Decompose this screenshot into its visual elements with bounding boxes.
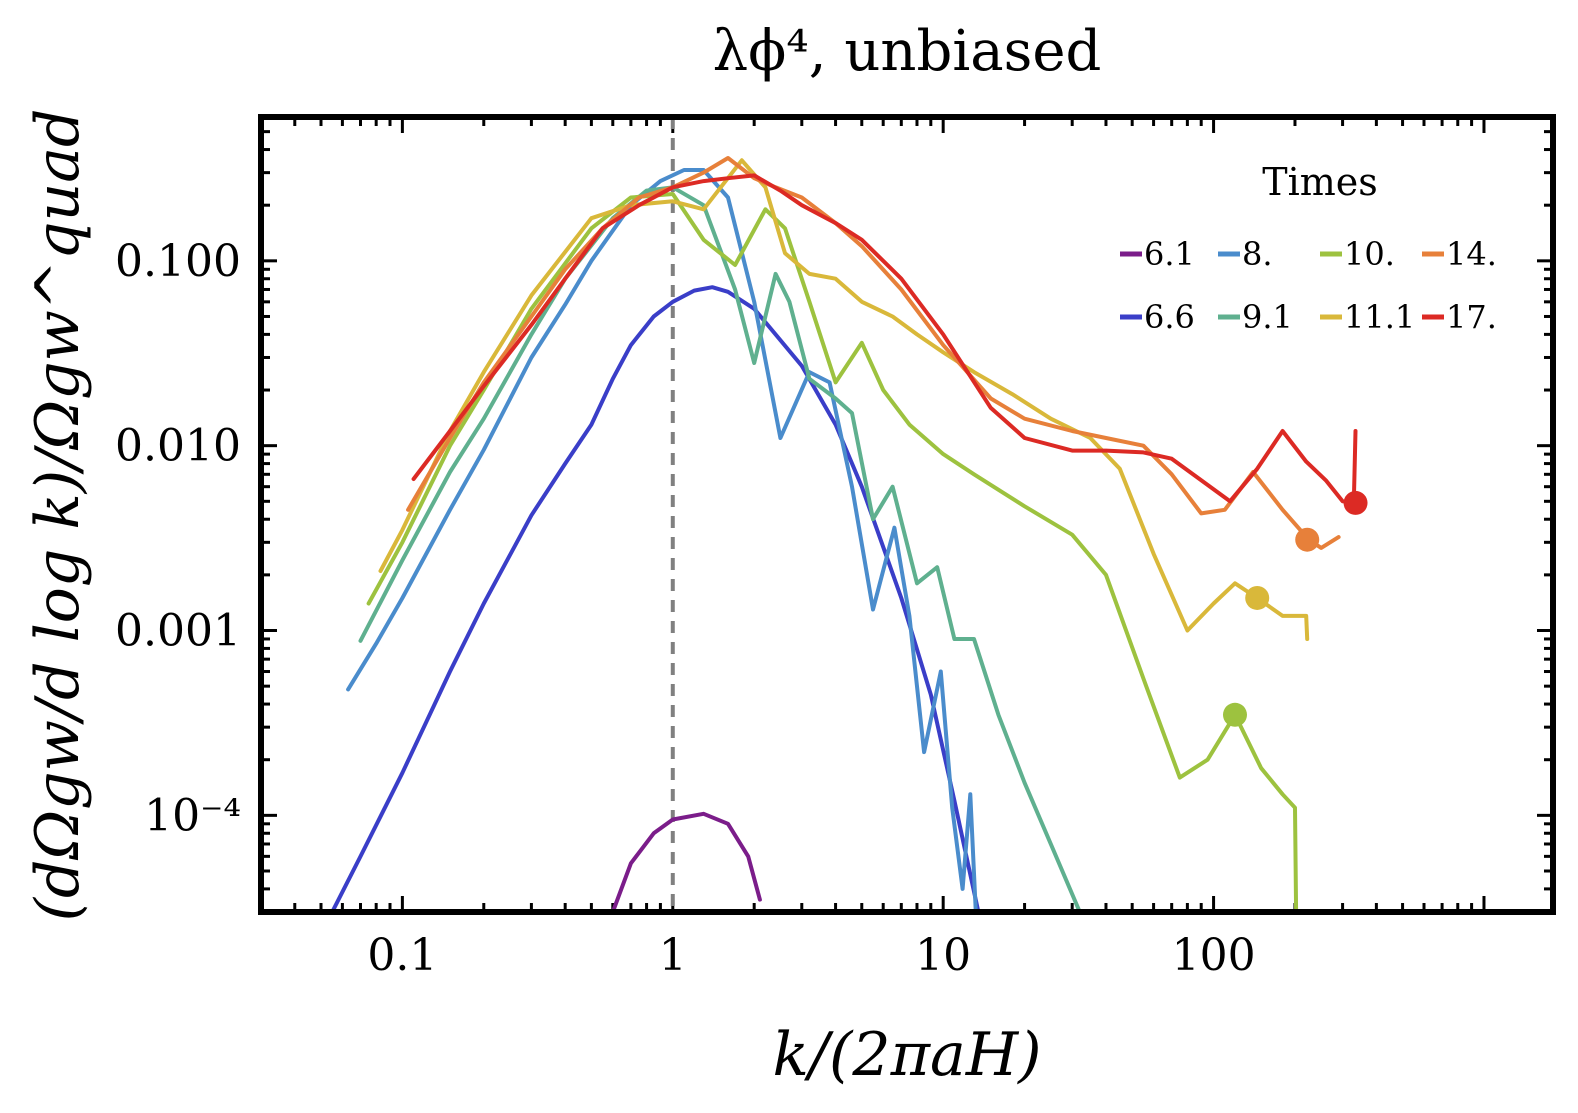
- legend-title: Times: [1262, 160, 1378, 204]
- y-tick-label: 0.010: [115, 421, 241, 472]
- series-line-6-6: [330, 285, 981, 912]
- series-end-markers: [1222, 490, 1368, 727]
- legend: Times 6.1 6.6 8. 9.1 10. 11.1 14. 17.: [1120, 160, 1497, 336]
- series-line-9-1: [358, 185, 1082, 912]
- y-tick-label: 0.001: [115, 606, 241, 657]
- plot-frame: [258, 114, 1556, 915]
- legend-label: 10.: [1344, 235, 1395, 273]
- series-lines: [330, 156, 1358, 912]
- series-line-8: [346, 168, 978, 912]
- y-axis-label: (dΩgw/d log k)/Ωgw^quad: [23, 109, 93, 922]
- x-axis-label: k/(2πaH): [772, 1020, 1041, 1090]
- legend-label: 8.: [1242, 235, 1273, 273]
- chart-title: λϕ⁴, unbiased: [713, 19, 1102, 84]
- x-tick-label: 0.1: [367, 930, 437, 981]
- series-line-17: [411, 173, 1358, 505]
- legend-label: 17.: [1446, 298, 1497, 336]
- series-line-10: [366, 192, 1299, 912]
- axis-tick-labels: 0.1 1 10 100 0.100 0.010 0.001 10⁻⁴: [115, 236, 1256, 981]
- y-tick-label: 10⁻⁴: [144, 790, 241, 841]
- legend-label: 14.: [1446, 235, 1497, 273]
- series-line-11-1: [378, 158, 1310, 641]
- end-marker: [1343, 490, 1368, 515]
- legend-label: 6.1: [1144, 235, 1195, 273]
- x-tick-label: 10: [915, 930, 971, 981]
- legend-label: 9.1: [1242, 298, 1293, 336]
- series-line-6-1: [610, 811, 762, 912]
- end-marker: [1222, 702, 1247, 727]
- end-marker: [1295, 527, 1320, 552]
- end-marker: [1245, 585, 1270, 610]
- x-tick-label: 100: [1172, 930, 1256, 981]
- x-tick-label: 1: [659, 930, 687, 981]
- legend-label: 11.1: [1344, 298, 1415, 336]
- y-tick-label: 0.100: [115, 236, 241, 287]
- legend-label: 6.6: [1144, 298, 1195, 336]
